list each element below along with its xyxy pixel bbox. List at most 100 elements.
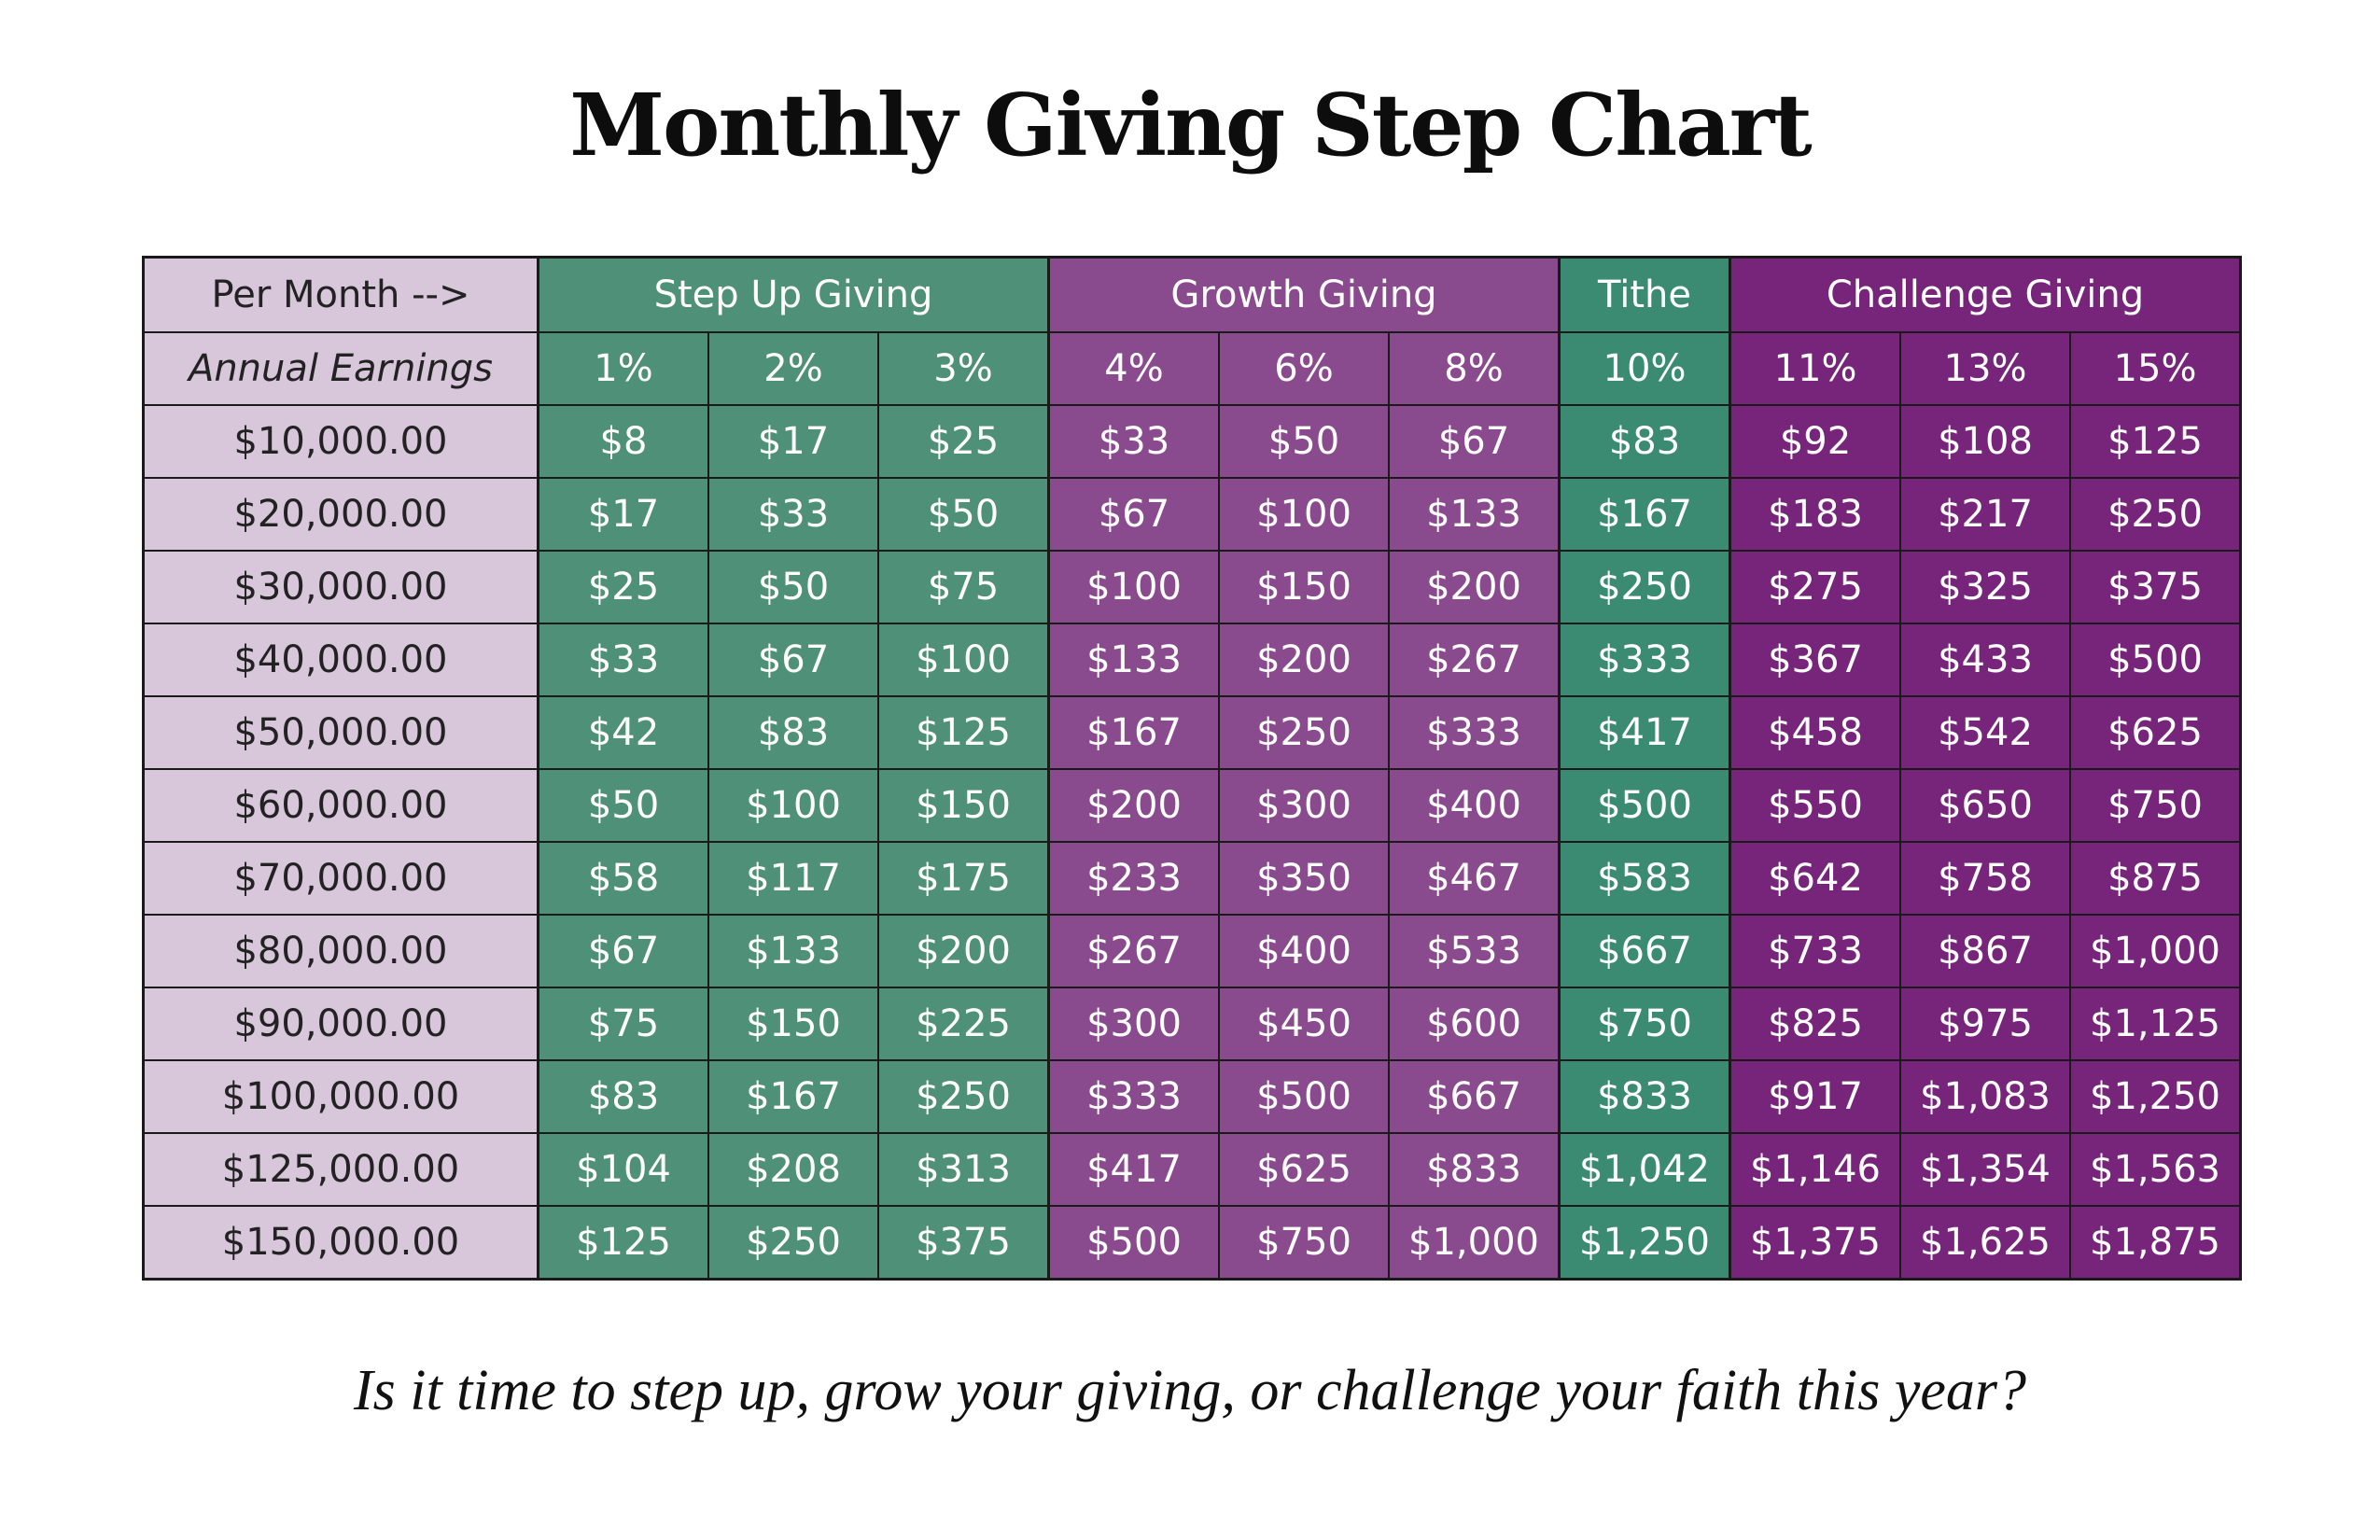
group-header-step-up: Step Up Giving — [537, 256, 1050, 333]
table-row: $150,000.00 $125 $250 $375 $500 $750 $1,000 $1,… — [142, 1205, 2242, 1281]
monthly-amount-cell: $150 — [1218, 550, 1390, 624]
monthly-amount-cell: $833 — [1388, 1132, 1561, 1207]
group-header-growth: Growth Giving — [1047, 256, 1561, 333]
monthly-amount-cell: $400 — [1388, 768, 1561, 843]
monthly-amount-cell: $50 — [1218, 404, 1390, 479]
monthly-amount-cell: $200 — [1047, 768, 1220, 843]
monthly-amount-cell: $500 — [1218, 1059, 1390, 1134]
monthly-amount-cell: $500 — [1047, 1205, 1220, 1281]
monthly-amount-cell: $200 — [1218, 623, 1390, 697]
monthly-amount-cell: $125 — [537, 1205, 709, 1281]
monthly-amount-cell: $75 — [537, 987, 709, 1061]
percent-header: 1% — [537, 331, 709, 406]
monthly-amount-cell: $133 — [707, 914, 879, 988]
monthly-amount-cell: $17 — [537, 477, 709, 552]
monthly-amount-cell: $450 — [1218, 987, 1390, 1061]
monthly-amount-cell: $1,625 — [1899, 1205, 2071, 1281]
monthly-amount-cell: $833 — [1558, 1059, 1731, 1134]
annual-earnings-cell: $10,000.00 — [142, 404, 539, 479]
monthly-amount-cell: $733 — [1729, 914, 1901, 988]
monthly-amount-cell: $600 — [1388, 987, 1561, 1061]
monthly-amount-cell: $1,354 — [1899, 1132, 2071, 1207]
monthly-amount-cell: $100 — [1218, 477, 1390, 552]
monthly-amount-cell: $750 — [2069, 768, 2242, 843]
monthly-amount-cell: $313 — [877, 1132, 1050, 1207]
annual-earnings-cell: $80,000.00 — [142, 914, 539, 988]
table-row: $20,000.00 $17 $33 $50 $67 $100 $133 $167 $183 $2… — [142, 477, 2242, 552]
monthly-amount-cell: $533 — [1388, 914, 1561, 988]
page-title: Monthly Giving Step Chart — [569, 75, 1813, 175]
annual-earnings-cell: $100,000.00 — [142, 1059, 539, 1134]
table-row: $60,000.00 $50 $100 $150 $200 $300 $400 $500 $55… — [142, 768, 2242, 843]
monthly-amount-cell: $175 — [877, 841, 1050, 916]
monthly-amount-cell: $33 — [707, 477, 879, 552]
monthly-amount-cell: $333 — [1047, 1059, 1220, 1134]
giving-step-table: Per Month --> Step Up Giving Growth Givi… — [142, 256, 2242, 1281]
monthly-amount-cell: $1,875 — [2069, 1205, 2242, 1281]
monthly-amount-cell: $625 — [1218, 1132, 1390, 1207]
monthly-amount-cell: $125 — [877, 695, 1050, 770]
monthly-amount-cell: $867 — [1899, 914, 2071, 988]
monthly-amount-cell: $1,042 — [1558, 1132, 1731, 1207]
monthly-amount-cell: $542 — [1899, 695, 2071, 770]
monthly-amount-cell: $1,563 — [2069, 1132, 2242, 1207]
monthly-amount-cell: $458 — [1729, 695, 1901, 770]
monthly-amount-cell: $467 — [1388, 841, 1561, 916]
monthly-amount-cell: $42 — [537, 695, 709, 770]
monthly-amount-cell: $33 — [1047, 404, 1220, 479]
percent-header: 3% — [877, 331, 1050, 406]
percent-header: 10% — [1558, 331, 1731, 406]
monthly-amount-cell: $758 — [1899, 841, 2071, 916]
monthly-amount-cell: $75 — [877, 550, 1050, 624]
monthly-amount-cell: $225 — [877, 987, 1050, 1061]
percent-header-row: Annual Earnings 1% 2% 3% 4% 6% 8% 10% 11% 13% 15% — [142, 331, 2242, 406]
table-row: $50,000.00 $42 $83 $125 $167 $250 $333 $417 $458… — [142, 695, 2242, 770]
monthly-amount-cell: $300 — [1047, 987, 1220, 1061]
monthly-amount-cell: $150 — [877, 768, 1050, 843]
monthly-amount-cell: $333 — [1558, 623, 1731, 697]
percent-header: 2% — [707, 331, 879, 406]
monthly-amount-cell: $200 — [1388, 550, 1561, 624]
monthly-amount-cell: $667 — [1388, 1059, 1561, 1134]
table-row: $30,000.00 $25 $50 $75 $100 $150 $200 $250 $275 $… — [142, 550, 2242, 624]
percent-header: 4% — [1047, 331, 1220, 406]
monthly-amount-cell: $200 — [877, 914, 1050, 988]
monthly-amount-cell: $67 — [1047, 477, 1220, 552]
monthly-amount-cell: $550 — [1729, 768, 1901, 843]
monthly-amount-cell: $367 — [1729, 623, 1901, 697]
annual-earnings-cell: $20,000.00 — [142, 477, 539, 552]
monthly-amount-cell: $333 — [1388, 695, 1561, 770]
annual-earnings-cell: $60,000.00 — [142, 768, 539, 843]
monthly-amount-cell: $83 — [537, 1059, 709, 1134]
monthly-amount-cell: $17 — [707, 404, 879, 479]
monthly-amount-cell: $133 — [1388, 477, 1561, 552]
monthly-amount-cell: $1,125 — [2069, 987, 2242, 1061]
monthly-amount-cell: $1,000 — [2069, 914, 2242, 988]
monthly-amount-cell: $1,146 — [1729, 1132, 1901, 1207]
monthly-amount-cell: $67 — [1388, 404, 1561, 479]
monthly-amount-cell: $875 — [2069, 841, 2242, 916]
monthly-amount-cell: $183 — [1729, 477, 1901, 552]
monthly-amount-cell: $67 — [537, 914, 709, 988]
per-month-label: Per Month --> — [142, 256, 539, 333]
annual-earnings-label: Annual Earnings — [142, 331, 539, 406]
annual-earnings-cell: $40,000.00 — [142, 623, 539, 697]
monthly-amount-cell: $1,000 — [1388, 1205, 1561, 1281]
monthly-amount-cell: $50 — [537, 768, 709, 843]
monthly-amount-cell: $642 — [1729, 841, 1901, 916]
monthly-amount-cell: $250 — [877, 1059, 1050, 1134]
monthly-amount-cell: $92 — [1729, 404, 1901, 479]
monthly-amount-cell: $100 — [1047, 550, 1220, 624]
monthly-amount-cell: $325 — [1899, 550, 2071, 624]
monthly-amount-cell: $625 — [2069, 695, 2242, 770]
monthly-amount-cell: $108 — [1899, 404, 2071, 479]
annual-earnings-cell: $50,000.00 — [142, 695, 539, 770]
monthly-amount-cell: $217 — [1899, 477, 2071, 552]
monthly-amount-cell: $417 — [1047, 1132, 1220, 1207]
monthly-amount-cell: $167 — [707, 1059, 879, 1134]
monthly-amount-cell: $117 — [707, 841, 879, 916]
percent-header: 15% — [2069, 331, 2242, 406]
percent-header: 13% — [1899, 331, 2071, 406]
annual-earnings-cell: $30,000.00 — [142, 550, 539, 624]
table-row: $40,000.00 $33 $67 $100 $133 $200 $267 $333 $367… — [142, 623, 2242, 697]
